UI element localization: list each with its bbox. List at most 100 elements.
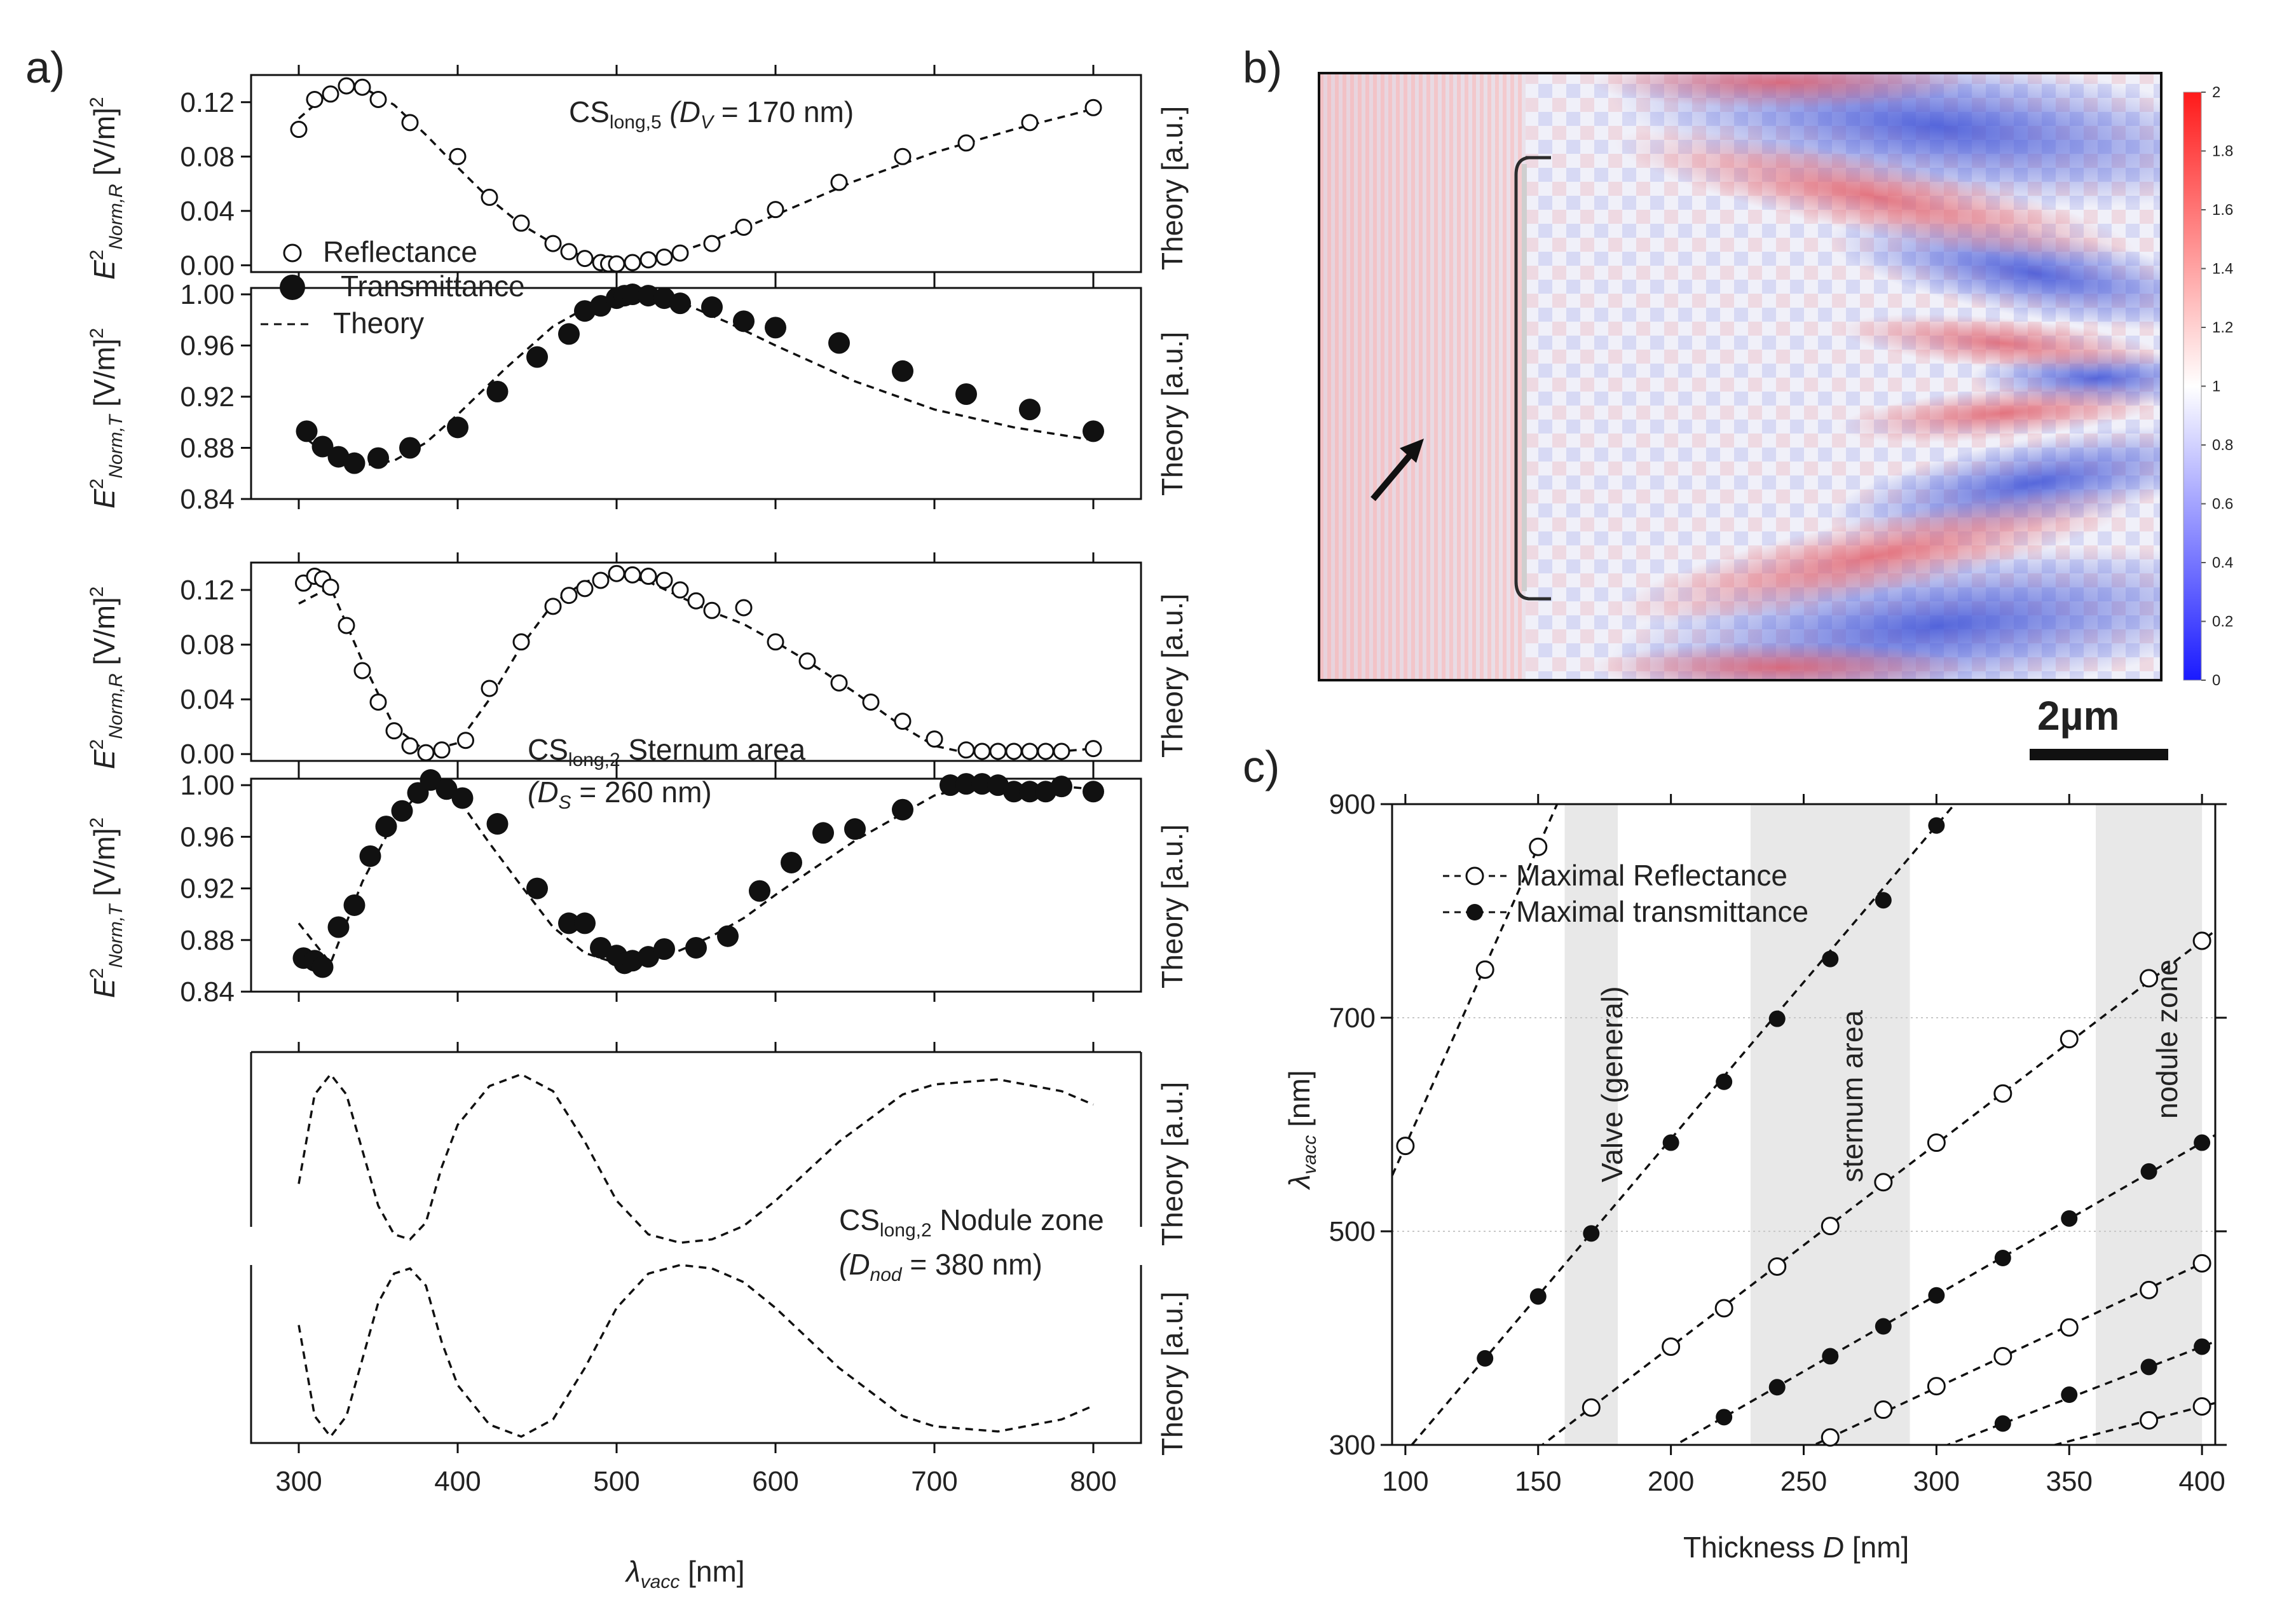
a2-ylabel: E2Norm,T [V/m]2 — [86, 328, 126, 509]
max-transmittance-point — [1994, 1250, 2011, 1266]
transmittance-point — [828, 332, 850, 354]
transmittance-point — [955, 773, 977, 795]
a1-ytick-label: 0.04 — [180, 196, 235, 227]
shaded-band — [1564, 804, 1618, 1445]
a4-ytick-label: 1.00 — [180, 770, 235, 801]
reflectance-point — [353, 662, 371, 680]
transmittance-point — [375, 816, 397, 838]
legend-max-transmittance-label: Maximal transmittance — [1516, 895, 1808, 928]
reflectance-point — [862, 693, 880, 711]
incident-arrow-head — [1400, 439, 1424, 463]
panel-a-legend: Reflectance Transmittance Theory — [261, 235, 525, 339]
max-transmittance-point — [2194, 1134, 2211, 1151]
transmittance-point — [486, 380, 509, 402]
max-reflectance-point — [1768, 1257, 1787, 1276]
transmittance-point — [311, 435, 334, 458]
reflectance-point — [703, 235, 721, 252]
a4-frame — [250, 777, 1142, 993]
transmittance-point — [558, 912, 580, 934]
reflectance-point — [624, 566, 641, 584]
max-reflectance-point — [2140, 1280, 2159, 1299]
a2-side-label: Theory [a.u.] — [1156, 332, 1189, 496]
shaded-band — [2096, 804, 2203, 1445]
reflectance-point — [973, 742, 991, 760]
c-xtick-label: 150 — [1515, 1466, 1561, 1497]
max-reflectance-point — [2060, 1030, 2079, 1049]
a5-annotation-line2: (Dnod = 380 nm) — [839, 1248, 1042, 1285]
a1-ylabel: E2Norm,R [V/m]2 — [86, 97, 126, 280]
transmittance-point — [447, 416, 468, 439]
transmittance-point — [622, 284, 643, 306]
transmittance-point — [327, 916, 350, 938]
a3-ylabel: E2Norm,R [V/m]2 — [86, 586, 126, 769]
max-reflectance-point — [1993, 1347, 2012, 1366]
transmittance-point — [526, 346, 548, 368]
reflectance-point — [290, 121, 308, 139]
band-label-sternum: sternum area — [1836, 1010, 1869, 1182]
panel-a: 0.000.040.080.120.840.880.920.961.000.00… — [86, 65, 1189, 1592]
legend-reflectance-label: Reflectance — [323, 235, 477, 268]
max-reflectance-point — [1475, 960, 1494, 979]
transmittance-point — [1019, 399, 1041, 421]
a4-ytick-label: 0.96 — [180, 821, 235, 852]
reflectance-point — [671, 244, 689, 262]
reflectance-point — [401, 737, 419, 755]
c-ytick-label: 700 — [1329, 1002, 1376, 1034]
reflectance-point — [624, 254, 641, 271]
max-transmittance-point — [1529, 1288, 1547, 1305]
a1-side-label: Theory [a.u.] — [1156, 106, 1189, 270]
reflectance-point — [457, 732, 474, 749]
fit-line — [1812, 1255, 2215, 1445]
reflectance-point — [830, 174, 848, 191]
reflectance-point — [576, 580, 594, 598]
transmittance-point — [1051, 776, 1072, 798]
max-transmittance-point — [2061, 1210, 2078, 1227]
a4-ytick-label: 0.84 — [180, 976, 235, 1008]
transmittance-point — [892, 798, 913, 821]
transmittance-point — [892, 360, 913, 382]
max-transmittance-point — [1768, 1379, 1786, 1396]
max-transmittance-point — [1768, 1010, 1786, 1027]
a4-ytick-label: 0.88 — [180, 925, 235, 956]
a-xtick-label: 400 — [434, 1466, 481, 1497]
a5-side-label-top: Theory [a.u.] — [1156, 1082, 1189, 1246]
reflectance-point — [735, 218, 753, 236]
theory-line — [297, 86, 1094, 264]
band-label-valve: Valve (general) — [1596, 986, 1629, 1182]
max-reflectance-point — [1927, 1133, 1946, 1152]
scalebar — [2030, 749, 2168, 760]
a3-annotation-line2: (DS = 260 nm) — [528, 776, 712, 813]
legend-transmittance-marker — [280, 275, 305, 300]
panel-a-ticks: 0.000.040.080.120.840.880.920.961.000.00… — [180, 65, 1144, 1497]
reflectance-point — [894, 713, 912, 730]
max-transmittance-point — [2140, 1163, 2157, 1180]
reflectance-point — [433, 741, 451, 759]
c-ytick-label: 300 — [1329, 1430, 1376, 1461]
max-transmittance-point — [2061, 1386, 2078, 1404]
reflectance-point — [1021, 114, 1039, 132]
panel-a-marks — [290, 77, 1104, 1439]
max-reflectance-point — [1821, 1428, 1840, 1447]
reflectance-point — [767, 633, 784, 651]
transmittance-point — [940, 774, 961, 797]
transmittance-point — [812, 822, 834, 844]
colorbar-tick-label: 1.6 — [2212, 202, 2233, 219]
a-xlabel: λvacc [nm] — [624, 1555, 745, 1592]
reflectance-point — [544, 598, 562, 615]
a2-ytick-label: 0.88 — [180, 433, 235, 464]
transmittance-point — [701, 296, 723, 318]
c-ytick-label: 500 — [1329, 1216, 1376, 1247]
reflectance-point — [338, 77, 355, 95]
fit-line — [1410, 804, 1957, 1445]
transmittance-point — [399, 437, 421, 459]
max-transmittance-point — [1875, 892, 1892, 909]
transmittance-point — [955, 383, 977, 406]
transmittance-point — [558, 323, 580, 345]
transmittance-point — [669, 292, 691, 315]
c-xtick-label: 400 — [2178, 1466, 2225, 1497]
reflectance-point — [353, 78, 371, 96]
max-transmittance-point — [1583, 1225, 1600, 1242]
transmittance-point — [435, 778, 458, 800]
colorbar-tick-label: 0.2 — [2212, 613, 2233, 631]
